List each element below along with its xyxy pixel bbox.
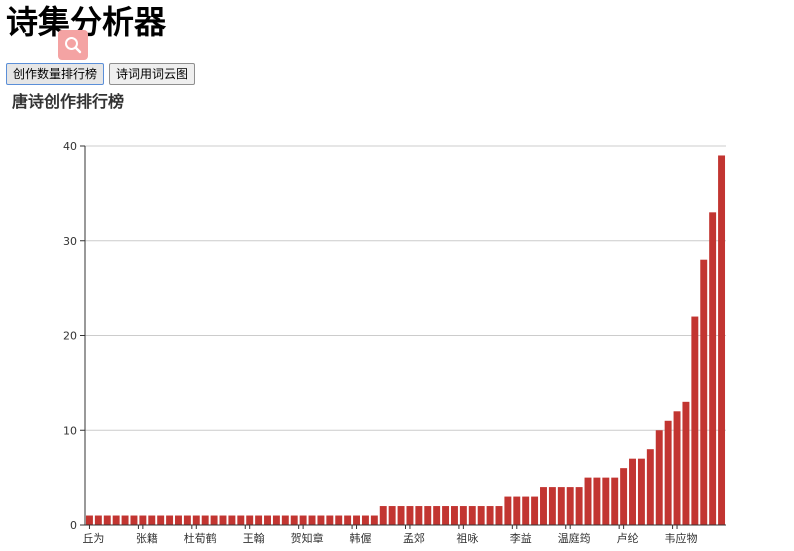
bar <box>210 515 218 525</box>
x-tick-label: 贺知章 <box>291 531 324 545</box>
toolbar: 创作数量排行榜 诗词用词云图 <box>6 63 196 85</box>
x-tick-label: 李益 <box>510 531 532 545</box>
bar <box>308 515 316 525</box>
bar <box>584 477 592 525</box>
y-tick-label: 20 <box>63 330 77 343</box>
bar <box>664 420 672 525</box>
bar <box>299 515 307 525</box>
bar <box>112 515 120 525</box>
bar <box>228 515 236 525</box>
search-icon <box>65 37 82 54</box>
bar <box>673 411 681 525</box>
bar <box>246 515 254 525</box>
bar <box>486 506 494 525</box>
bar <box>290 515 298 525</box>
bar <box>406 506 414 525</box>
bar <box>459 506 467 525</box>
bar <box>166 515 174 525</box>
chart-title: 唐诗创作排行榜 <box>12 92 125 111</box>
bar <box>281 515 289 525</box>
bar <box>237 515 245 525</box>
y-tick-label: 0 <box>70 519 77 532</box>
x-tick-label: 温庭筠 <box>558 531 591 545</box>
bar <box>379 506 387 525</box>
bar <box>317 515 325 525</box>
x-tick-label: 韦应物 <box>665 531 698 545</box>
bar <box>335 515 343 525</box>
x-tick-label: 卢纶 <box>617 531 639 545</box>
bar <box>691 316 699 525</box>
bar <box>637 458 645 525</box>
x-tick-label: 杜荀鹤 <box>184 531 217 545</box>
bar <box>130 515 138 525</box>
bar <box>522 496 530 525</box>
bar <box>272 515 280 525</box>
x-tick-label: 韩偓 <box>350 531 372 545</box>
bar <box>344 515 352 525</box>
bar <box>718 155 726 525</box>
bar <box>495 506 503 525</box>
bar <box>255 515 263 525</box>
bar <box>513 496 521 525</box>
x-tick-label: 张籍 <box>136 531 158 545</box>
x-tick-label: 祖咏 <box>456 531 478 545</box>
bar <box>700 259 708 525</box>
bar <box>575 487 583 525</box>
y-tick-label: 40 <box>63 140 77 153</box>
bar <box>148 515 156 525</box>
bar <box>388 506 396 525</box>
bar <box>557 487 565 525</box>
bar <box>370 515 378 525</box>
bar <box>504 496 512 525</box>
bar <box>548 487 556 525</box>
x-tick-label: 丘为 <box>82 532 104 545</box>
bar <box>709 212 717 525</box>
search-button[interactable] <box>58 30 88 60</box>
x-tick-label: 王翰 <box>243 531 265 545</box>
bar <box>264 515 271 525</box>
wordcloud-button[interactable]: 诗词用词云图 <box>109 63 196 85</box>
bar <box>442 506 450 525</box>
bar <box>183 515 191 525</box>
bar <box>121 515 129 525</box>
bar <box>646 449 654 525</box>
bar <box>139 515 147 525</box>
bar <box>593 477 601 525</box>
bar <box>175 515 182 525</box>
y-tick-label: 30 <box>63 235 77 248</box>
bar <box>655 430 663 525</box>
x-tick-label: 孟郊 <box>403 532 425 545</box>
bar <box>602 477 610 525</box>
bar <box>326 515 334 525</box>
bar <box>361 515 369 525</box>
bar <box>353 515 361 525</box>
bar <box>611 477 619 525</box>
bar <box>433 506 441 525</box>
bar <box>566 487 574 525</box>
bar <box>201 515 209 525</box>
bar <box>468 506 476 525</box>
bar <box>620 468 628 525</box>
bar <box>415 506 423 525</box>
bar <box>157 515 165 525</box>
bar <box>682 401 690 525</box>
bar <box>450 506 458 525</box>
ranking-button[interactable]: 创作数量排行榜 <box>6 63 105 85</box>
bar <box>531 496 539 525</box>
bar <box>629 458 636 525</box>
bar <box>103 515 111 525</box>
bar <box>424 506 432 525</box>
bar <box>192 515 200 525</box>
bar <box>219 515 227 525</box>
bar <box>540 487 547 525</box>
bar <box>94 515 102 525</box>
bar <box>397 506 405 525</box>
bar <box>477 506 485 525</box>
y-tick-label: 10 <box>63 424 77 437</box>
bar <box>85 515 93 525</box>
